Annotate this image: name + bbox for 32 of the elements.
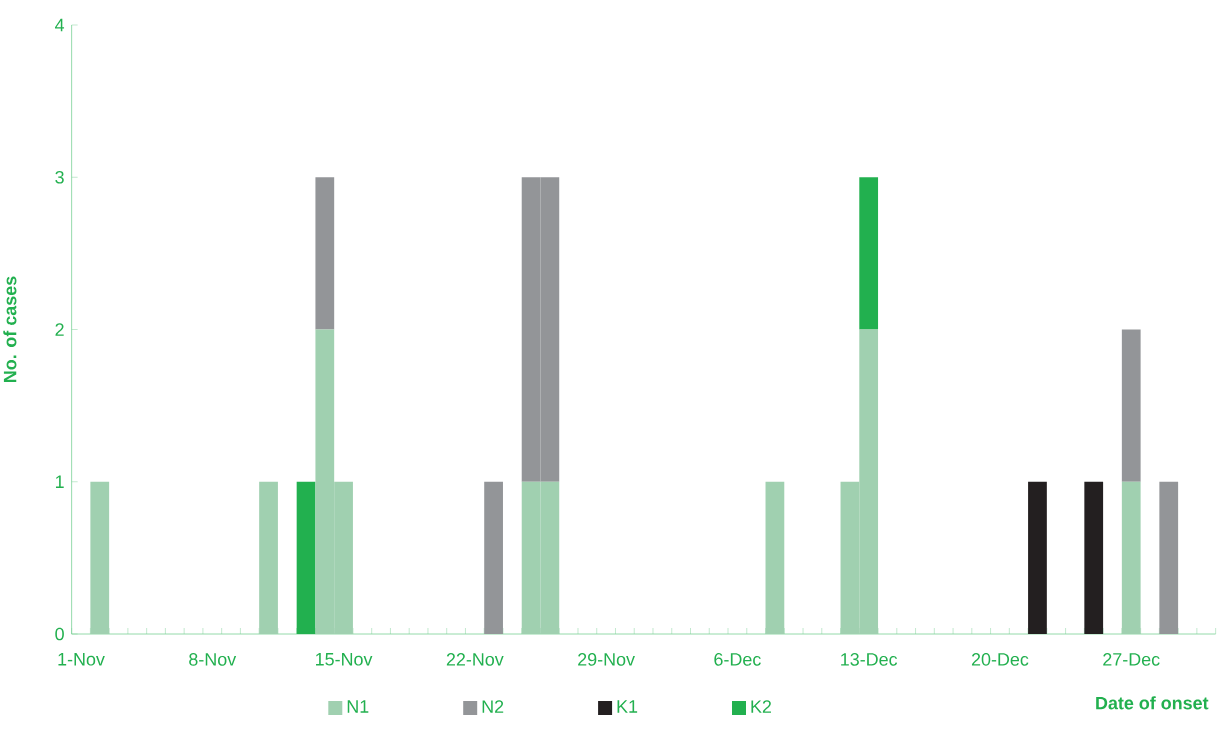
x-tick-label: 8-Nov [189, 653, 237, 666]
bar [1084, 481, 1104, 634]
legend-label: N2 [482, 700, 504, 713]
bar [296, 481, 316, 634]
legend-label: K1 [617, 700, 638, 713]
y-tick-label: 3 [55, 170, 64, 184]
x-tick-label: 29-Nov [578, 653, 635, 666]
bar [1121, 329, 1141, 482]
y-tick-label: 0 [55, 627, 64, 641]
bar [1159, 481, 1179, 634]
x-axis-title: Date of onset [1096, 696, 1209, 710]
legend-label: K2 [751, 700, 771, 713]
y-axis-title: No. of cases [3, 276, 17, 382]
legend-label: N1 [347, 700, 369, 713]
bar [1121, 481, 1141, 634]
bar [315, 177, 335, 330]
x-tick-label: 20-Dec [971, 653, 1029, 666]
bar [1028, 481, 1047, 634]
x-tick-label: 6-Dec [714, 653, 761, 666]
y-tick-label: 1 [55, 475, 64, 488]
x-tick-label: 13-Dec [841, 653, 898, 666]
bar [859, 177, 879, 330]
x-tick-label: 15-Nov [316, 653, 373, 666]
bar [259, 481, 278, 634]
x-tick-label: 27-Dec [1103, 653, 1160, 666]
y-tick-label: 4 [55, 18, 65, 32]
bar [484, 481, 503, 634]
bar [765, 481, 785, 634]
x-tick-label: 1-Nov [58, 653, 105, 666]
bar [90, 481, 110, 634]
x-tick-label: 22-Nov [446, 653, 504, 666]
y-tick-label: 2 [55, 323, 64, 336]
